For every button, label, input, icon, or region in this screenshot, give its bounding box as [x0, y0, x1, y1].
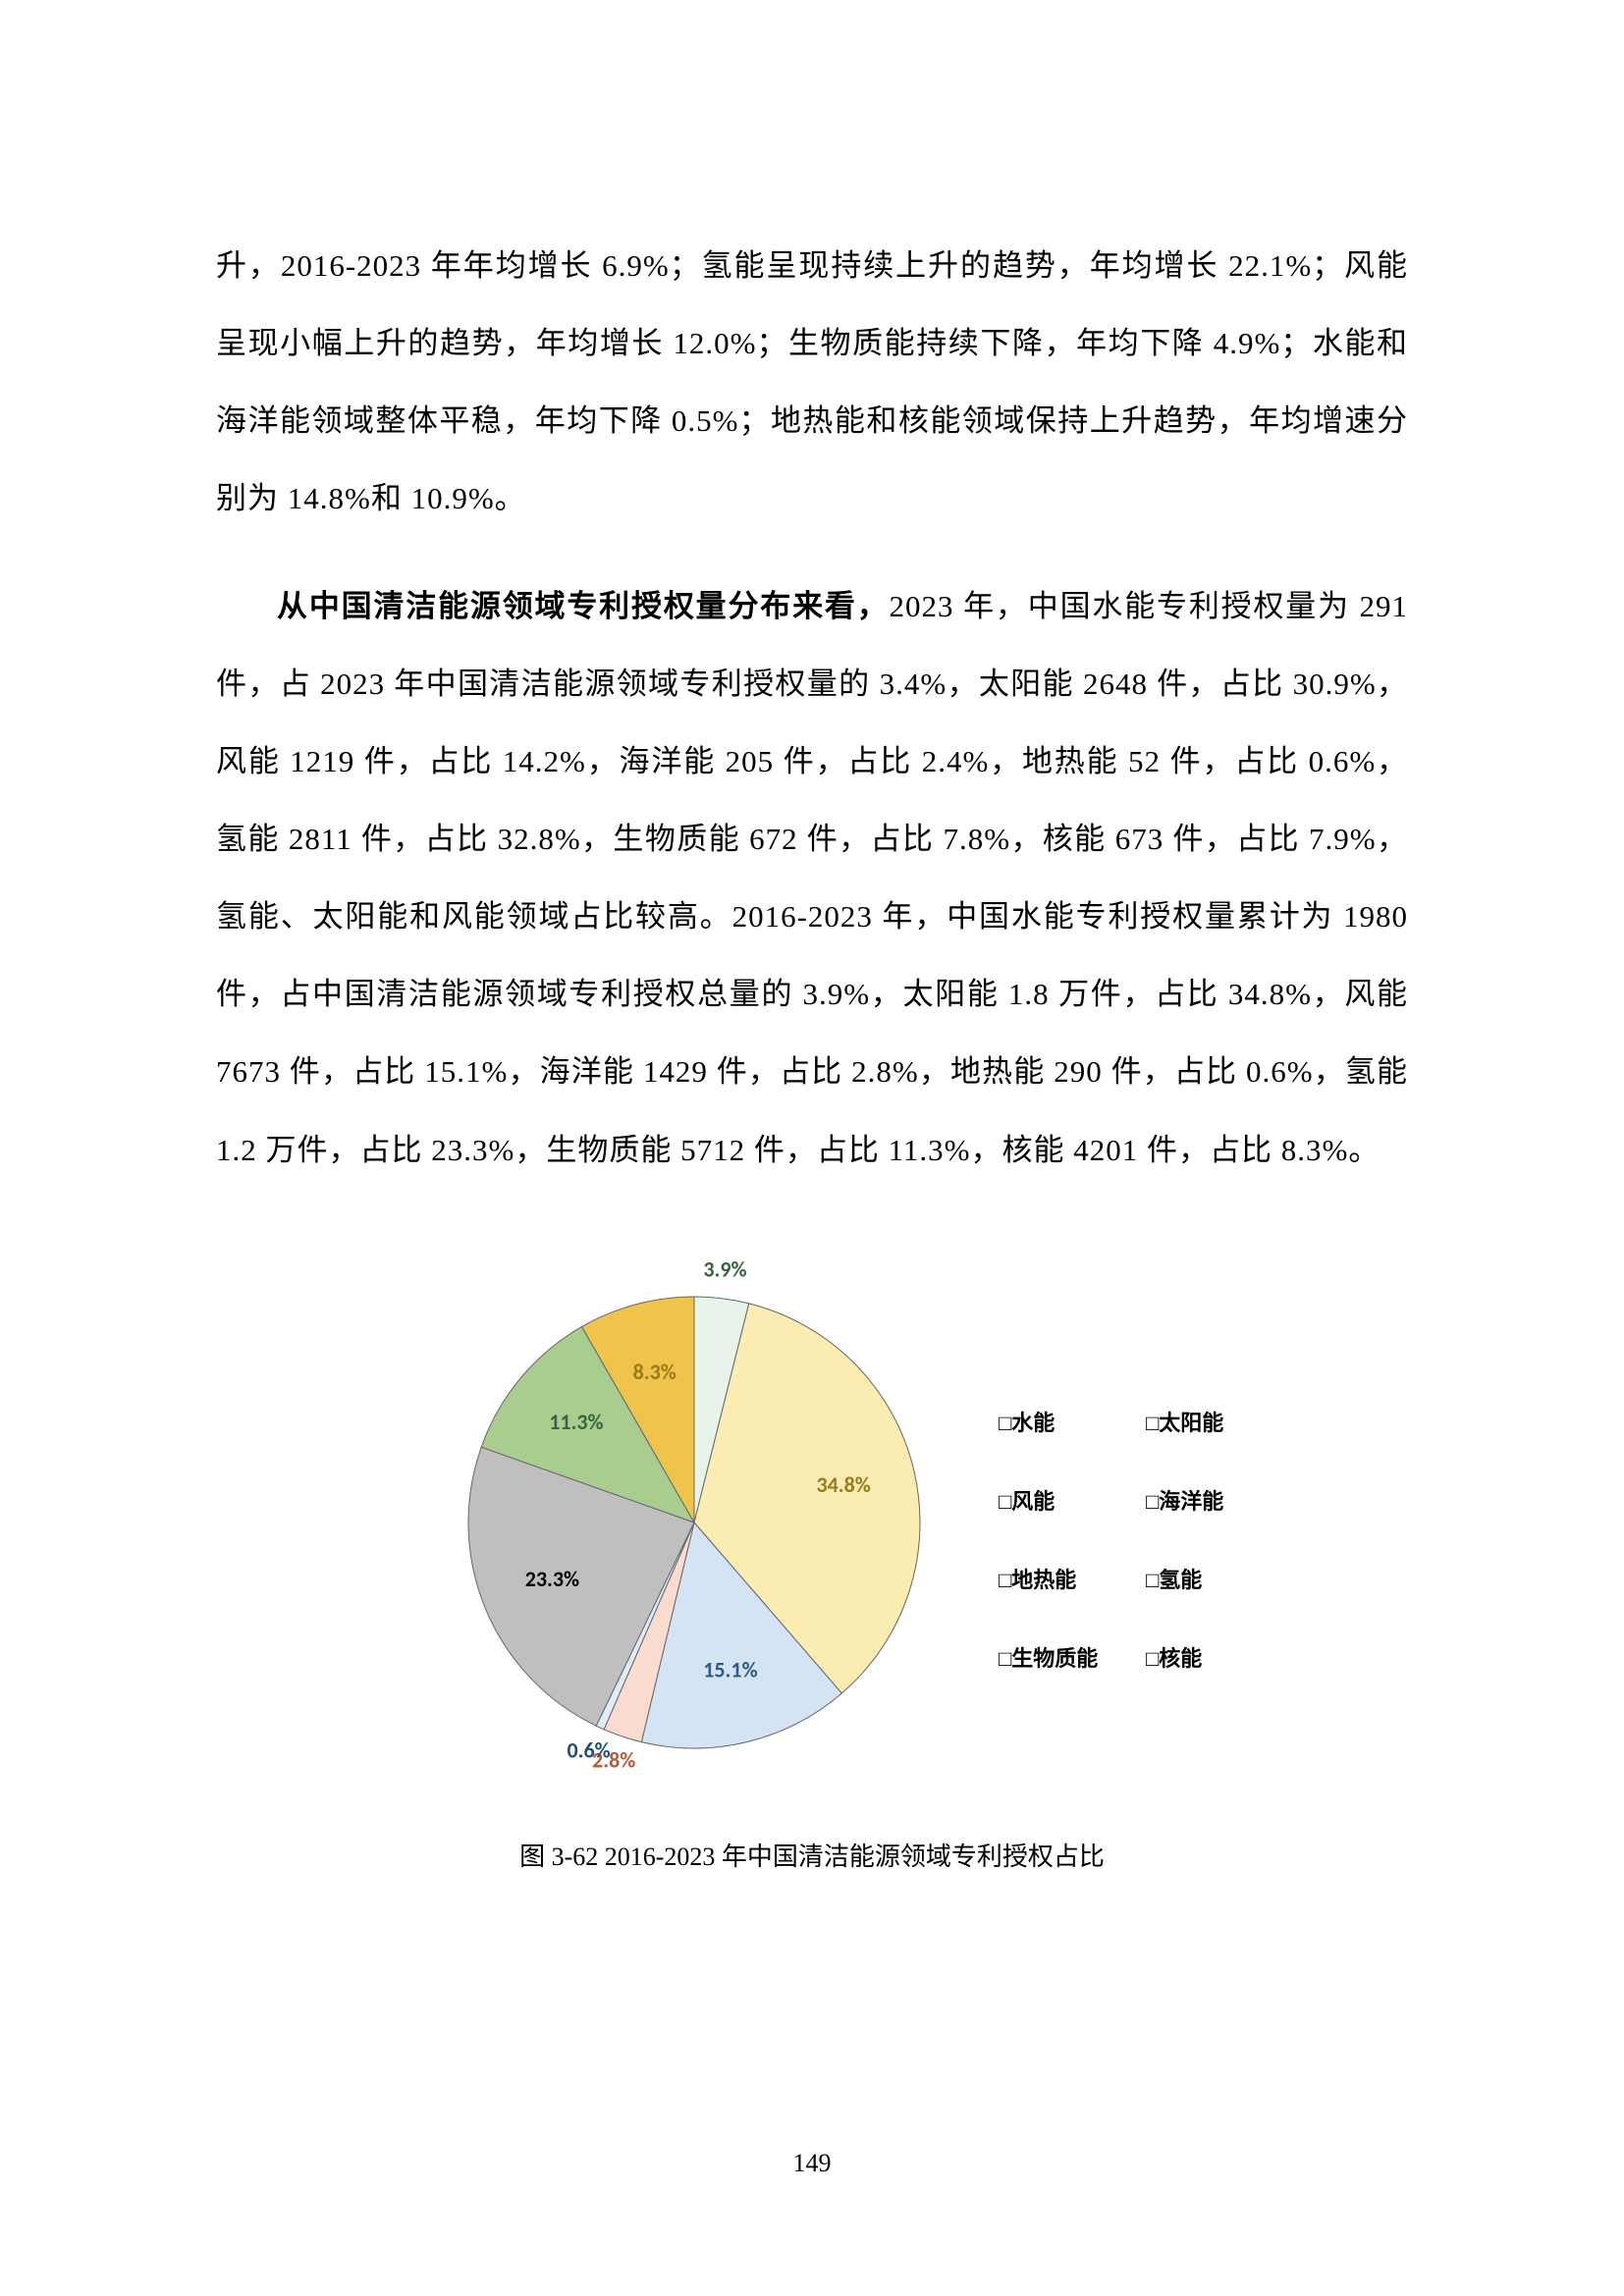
pie-slice-label: 34.8%	[816, 1471, 870, 1498]
pie-slice-label: 23.3%	[525, 1565, 579, 1591]
legend-item: □水能	[999, 1410, 1055, 1434]
paragraph-1: 升，2016-2023 年年均增长 6.9%；氢能呈现持续上升的趋势，年均增长 …	[216, 227, 1408, 537]
legend-item: □氢能	[1146, 1567, 1202, 1591]
legend-item: □海洋能	[1146, 1488, 1223, 1513]
paragraph-2-lead: 从中国清洁能源领域专利授权量分布来看，	[277, 589, 890, 623]
legend-item: □太阳能	[1146, 1410, 1223, 1434]
legend-label: □太阳能	[1146, 1410, 1223, 1434]
paragraph-2-rest: 2023 年，中国水能专利授权量为 291 件，占 2023 年中国清洁能源领域…	[216, 589, 1408, 1166]
legend-label: □海洋能	[1146, 1488, 1223, 1513]
legend-label: □生物质能	[999, 1645, 1098, 1670]
pie-slice-label: 11.3%	[549, 1409, 603, 1435]
legend-label: □地热能	[999, 1567, 1076, 1591]
chart-area: 3.9%34.8%15.1%2.8%0.6%23.3%11.3%8.3%□水能□…	[216, 1248, 1408, 1873]
legend-item: □生物质能	[999, 1645, 1098, 1670]
pie-slice-label: 0.6%	[568, 1736, 611, 1763]
paragraph-2: 从中国清洁能源领域专利授权量分布来看，2023 年，中国水能专利授权量为 291…	[216, 567, 1408, 1188]
pie-slice-label: 15.1%	[703, 1656, 757, 1682]
legend-item: □地热能	[999, 1567, 1076, 1591]
legend-label: □核能	[1146, 1645, 1202, 1670]
legend-label: □风能	[999, 1488, 1055, 1513]
pie-slice-label: 3.9%	[703, 1255, 746, 1282]
legend-item: □风能	[999, 1488, 1055, 1513]
pie-chart: 3.9%34.8%15.1%2.8%0.6%23.3%11.3%8.3%□水能□…	[311, 1248, 1313, 1817]
legend-item: □核能	[1146, 1645, 1202, 1670]
page: 升，2016-2023 年年均增长 6.9%；氢能呈现持续上升的趋势，年均增长 …	[0, 0, 1624, 2296]
chart-caption: 图 3-62 2016-2023 年中国清洁能源领域专利授权占比	[519, 1837, 1105, 1873]
legend-label: □氢能	[1146, 1567, 1202, 1591]
body-text: 升，2016-2023 年年均增长 6.9%；氢能呈现持续上升的趋势，年均增长 …	[216, 227, 1408, 1189]
pie-slice-label: 8.3%	[633, 1359, 677, 1385]
page-number: 149	[0, 2149, 1624, 2178]
legend-label: □水能	[999, 1410, 1055, 1434]
